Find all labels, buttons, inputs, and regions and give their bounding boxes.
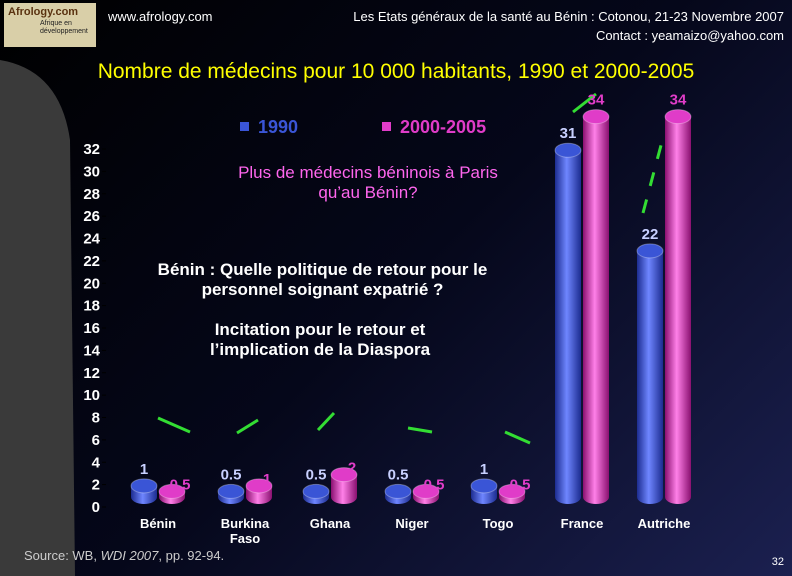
contact: Contact : yeamaizo@yahoo.com	[595, 28, 784, 43]
chart-title: Nombre de médecins pour 10 000 habitants…	[97, 60, 695, 83]
logo	[4, 3, 96, 47]
value-label: 0.5	[424, 476, 445, 493]
bar	[302, 483, 330, 504]
y-tick-label: 32	[83, 141, 100, 158]
bar	[217, 483, 245, 504]
value-label: 34	[670, 92, 687, 109]
bar	[412, 483, 440, 504]
y-tick-label: 4	[92, 454, 101, 471]
bar	[470, 478, 498, 504]
source-text: Source: WB,	[24, 548, 101, 563]
value-label: 34	[588, 92, 605, 109]
x-tick-label: France	[560, 516, 604, 531]
value-label: 31	[560, 125, 577, 142]
bar-part	[555, 150, 581, 497]
bar-part	[665, 116, 691, 497]
y-tick-label: 28	[83, 186, 100, 203]
legend-label: 2000-2005	[400, 117, 486, 137]
value-label: 1	[140, 461, 148, 478]
bar-part	[412, 483, 440, 499]
value-label: 0.5	[510, 476, 531, 493]
bar-part	[554, 142, 582, 158]
y-tick-label: 10	[83, 387, 100, 404]
bar	[498, 483, 526, 504]
y-tick-label: 16	[83, 320, 100, 337]
y-tick-label: 8	[92, 410, 100, 427]
logo-sub: Afrique en développement	[40, 20, 88, 35]
value-label: 2	[348, 460, 356, 477]
value-label: 0.5	[388, 466, 409, 483]
bar	[582, 109, 610, 504]
source: Source: WB, WDI 2007, pp. 92-94.	[24, 548, 224, 563]
bar	[384, 483, 412, 504]
bar-part	[470, 478, 498, 494]
y-tick-label: 2	[92, 477, 100, 494]
value-label: 1	[480, 461, 488, 478]
bar	[245, 478, 273, 504]
bar-part	[302, 483, 330, 499]
source-text: , pp. 92-94.	[158, 548, 225, 563]
bar	[130, 478, 158, 504]
x-tick-label: Ghana	[309, 516, 351, 531]
bar	[664, 109, 692, 504]
source-text: WDI 2007	[100, 548, 159, 563]
value-label: 22	[642, 226, 659, 243]
bar-part	[217, 483, 245, 499]
logo-text: Afrology.com	[8, 6, 79, 18]
annotation: Plus de médecins béninois à Paris qu’au …	[238, 163, 498, 202]
annotation: Incitation pour le retour et l’implicati…	[209, 320, 431, 359]
bar-part	[636, 243, 664, 259]
bar	[554, 142, 582, 504]
bar	[158, 483, 186, 504]
legend-swatch	[240, 122, 249, 131]
x-tick-label: Bénin	[139, 516, 177, 531]
bar-part	[130, 478, 158, 494]
bar-part	[583, 116, 609, 497]
x-tick-label: Togo	[482, 516, 514, 531]
value-label: 0.5	[221, 466, 242, 483]
y-tick-label: 24	[83, 231, 100, 248]
bar	[330, 467, 358, 504]
page-number: 32	[771, 556, 784, 568]
bar-part	[158, 483, 186, 499]
arrows	[157, 92, 666, 445]
event: Les Etats généraux de la santé au Bénin …	[353, 9, 784, 24]
bar-part	[245, 478, 273, 494]
legend-swatch	[382, 122, 391, 131]
y-tick-label: 22	[83, 253, 100, 270]
x-tick-label: Autriche	[637, 516, 691, 531]
bar-part	[637, 250, 663, 497]
x-tick-label: Burkina Faso	[220, 516, 270, 546]
y-tick-label: 12	[83, 365, 100, 382]
decor	[0, 60, 75, 576]
y-tick-label: 18	[83, 298, 100, 315]
bar-part	[384, 483, 412, 499]
x-tick-label: Niger	[395, 516, 429, 531]
y-tick-label: 0	[92, 499, 100, 516]
bar-part	[498, 483, 526, 499]
bar-part	[664, 109, 692, 125]
value-label: 0.5	[306, 466, 327, 483]
bar-part	[582, 109, 610, 125]
value-label: 0.5	[170, 476, 191, 493]
site: www.afrology.com	[108, 9, 213, 24]
annotation: Bénin : Quelle politique de retour pour …	[157, 260, 488, 299]
y-tick-label: 26	[83, 208, 100, 225]
legend-label: 1990	[258, 117, 298, 137]
y-tick-label: 14	[83, 342, 100, 359]
y-tick-label: 30	[83, 163, 100, 180]
y-tick-label: 20	[83, 275, 100, 292]
y-tick-label: 6	[92, 432, 100, 449]
bar	[636, 243, 664, 504]
value-label: 1	[263, 471, 271, 488]
bar-part	[330, 467, 358, 483]
